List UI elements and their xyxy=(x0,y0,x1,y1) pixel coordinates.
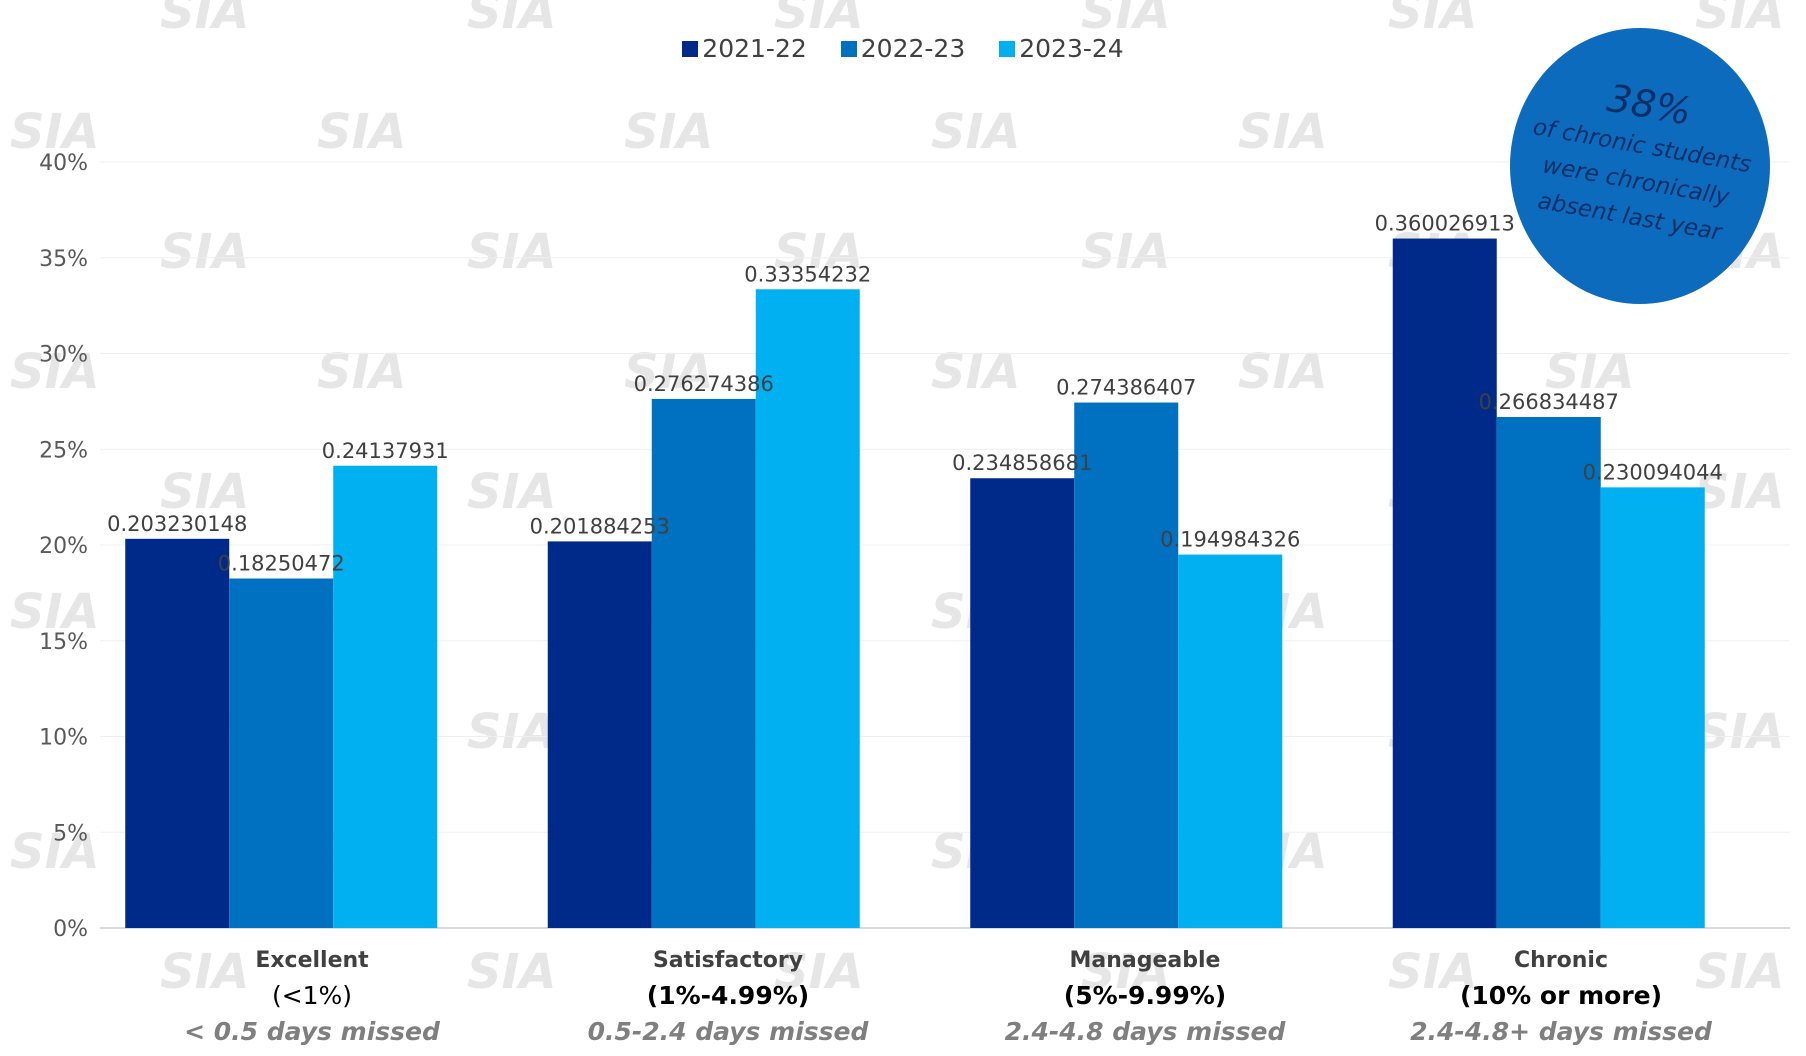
bar-2021-22-satisfactory xyxy=(547,541,652,928)
legend-item-2022-23: 2022-23 xyxy=(840,34,966,63)
watermark-text: SIA xyxy=(1388,944,1478,1000)
category-satisfactory: Satisfactory (1%-4.99%) 0.5-2.4 days mis… xyxy=(518,944,938,1050)
data-label: 0.203230148 xyxy=(107,512,247,536)
bar-2023-24-chronic xyxy=(1600,487,1705,928)
watermark-text: SIA xyxy=(1695,0,1785,40)
bar-2021-22-manageable xyxy=(970,478,1075,928)
category-label: Excellent xyxy=(255,948,369,973)
bar-2021-22-chronic xyxy=(1392,238,1497,928)
bar-2022-23-chronic xyxy=(1496,417,1601,928)
category-excellent: Excellent (<1%) < 0.5 days missed xyxy=(102,944,522,1050)
watermark-text: SIA xyxy=(624,104,714,160)
watermark-text: SIA xyxy=(160,464,250,520)
callout-text-group: 38% of chronic students were chronically… xyxy=(1499,61,1781,256)
category-range: (1%-4.99%) xyxy=(646,981,810,1010)
watermark-text: SIA xyxy=(1695,944,1785,1000)
data-label: 0.266834487 xyxy=(1479,390,1619,414)
watermark-text: SIA xyxy=(317,104,407,160)
category-range: (<1%) xyxy=(271,981,353,1010)
data-labels: 0.203230148 0.18250472 0.24137931 0.2018842… xyxy=(107,212,1723,576)
legend-label: 2023-24 xyxy=(1019,34,1124,63)
category-chronic: Chronic (10% or more) 2.4-4.8+ days miss… xyxy=(1351,944,1771,1050)
y-tick-label: 0% xyxy=(53,917,88,942)
category-manageable: Manageable (5%-9.99%) 2.4-4.8 days misse… xyxy=(935,944,1355,1050)
bars xyxy=(125,238,1705,928)
watermark-text: SIA xyxy=(1081,224,1171,280)
category-days: 0.5-2.4 days missed xyxy=(587,1017,869,1046)
watermark-text: SIA xyxy=(467,0,557,40)
watermark-text: SIA xyxy=(467,464,557,520)
legend-label: 2022-23 xyxy=(860,34,966,63)
data-label: 0.360026913 xyxy=(1375,212,1515,236)
watermark-text: SIA xyxy=(10,584,100,640)
watermark-text: SIA xyxy=(467,944,557,1000)
bar-2023-24-satisfactory xyxy=(755,289,860,928)
bar-2021-22-excellent xyxy=(125,538,230,928)
category-range: (10% or more) xyxy=(1459,981,1663,1010)
watermark-text: SIA xyxy=(10,824,100,880)
bar-2022-23-manageable xyxy=(1074,402,1179,928)
data-label: 0.33354232 xyxy=(744,262,871,286)
watermark-text: SIA xyxy=(931,344,1021,400)
watermark-text: SIA xyxy=(774,0,864,40)
watermark-text: SIA xyxy=(1081,0,1171,40)
watermark-text: SIA xyxy=(1238,344,1328,400)
y-tick-label: 30% xyxy=(39,343,88,368)
data-label: 0.18250472 xyxy=(218,552,345,576)
watermark-text: SIA xyxy=(317,344,407,400)
watermark-text: SIA xyxy=(10,344,100,400)
category-days: < 0.5 days missed xyxy=(184,1017,440,1046)
watermark-text: SIA xyxy=(160,944,250,1000)
watermark-text: SIA xyxy=(774,224,864,280)
chronic-callout-circle: 38% of chronic students were chronically… xyxy=(1510,28,1770,304)
legend-item-2023-24: 2023-24 xyxy=(999,34,1124,63)
legend-swatch xyxy=(840,40,857,57)
category-days: 2.4-4.8+ days missed xyxy=(1410,1017,1712,1046)
legend-swatch xyxy=(682,40,699,57)
y-axis-ticks: 0% 5% 10% 15% 20% 25% 30% 35% 40% xyxy=(39,151,88,942)
legend-label: 2021-22 xyxy=(702,34,807,63)
legend: 2021-22 2022-23 2023-24 xyxy=(0,34,1806,63)
y-tick-label: 5% xyxy=(53,821,88,846)
y-tick-label: 25% xyxy=(39,438,88,463)
y-tick-label: 40% xyxy=(39,151,88,176)
watermark-text: SIA xyxy=(1695,464,1785,520)
category-days: 2.4-4.8 days missed xyxy=(1004,1017,1286,1046)
legend-swatch xyxy=(999,40,1016,57)
category-range: (5%-9.99%) xyxy=(1063,981,1227,1010)
data-label: 0.201884253 xyxy=(530,514,670,538)
category-label: Chronic xyxy=(1513,948,1608,973)
watermark-text: SIA xyxy=(1695,704,1785,760)
watermark-text: SIA xyxy=(467,704,557,760)
bar-2023-24-manageable xyxy=(1178,554,1283,928)
y-tick-label: 20% xyxy=(39,534,88,559)
bar-2023-24-excellent xyxy=(333,465,438,928)
data-label: 0.230094044 xyxy=(1583,460,1723,484)
data-label: 0.274386407 xyxy=(1056,376,1196,400)
watermark-text: SIA xyxy=(10,104,100,160)
category-label: Manageable xyxy=(1069,948,1221,973)
legend-item-2021-22: 2021-22 xyxy=(682,34,807,63)
y-tick-label: 15% xyxy=(39,630,88,655)
watermark-text: SIA xyxy=(160,224,250,280)
bar-2022-23-excellent xyxy=(229,578,334,928)
category-label: Satisfactory xyxy=(652,948,804,973)
data-label: 0.24137931 xyxy=(322,439,449,463)
data-label: 0.234858681 xyxy=(952,451,1092,475)
y-tick-label: 10% xyxy=(39,726,88,751)
data-label: 0.194984326 xyxy=(1160,528,1300,552)
bar-2022-23-satisfactory xyxy=(651,398,756,928)
y-tick-label: 35% xyxy=(39,247,88,272)
watermark-text: SIA xyxy=(1081,944,1171,1000)
data-label: 0.276274386 xyxy=(634,372,774,396)
watermark-text: SIA xyxy=(160,0,250,40)
watermark-text: SIA xyxy=(774,944,864,1000)
watermark-text: SIA xyxy=(1388,0,1478,40)
watermark-text: SIA xyxy=(467,224,557,280)
watermark-text: SIA xyxy=(1238,104,1328,160)
watermark-text: SIA xyxy=(931,104,1021,160)
